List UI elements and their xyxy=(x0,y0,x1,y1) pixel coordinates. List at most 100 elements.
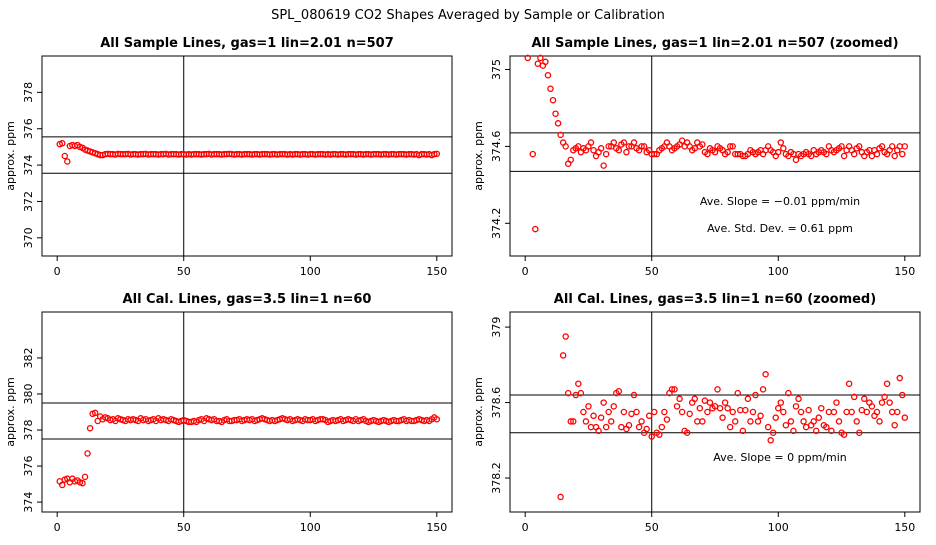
data-point xyxy=(749,408,757,416)
data-point xyxy=(635,423,643,431)
data-point xyxy=(747,418,754,425)
data-point xyxy=(91,409,99,417)
data-point xyxy=(856,429,863,437)
data-point xyxy=(721,399,729,406)
data-point xyxy=(610,139,618,146)
data-point xyxy=(724,148,731,156)
y-axis-label: approx. ppm xyxy=(4,377,17,447)
data-point xyxy=(651,150,658,158)
data-point xyxy=(638,143,645,150)
data-point xyxy=(863,408,871,416)
data-point xyxy=(759,386,767,393)
x-tick-label: 50 xyxy=(177,521,191,534)
data-point xyxy=(575,380,582,387)
data-point xyxy=(853,418,860,425)
data-point xyxy=(542,58,549,66)
data-point xyxy=(640,143,648,150)
y-axis-label: approx. ppm xyxy=(472,377,485,447)
data-point xyxy=(661,408,668,416)
panel-2: All Sample Lines, gas=1 lin=2.01 n=507 (… xyxy=(472,36,921,278)
data-point xyxy=(780,408,787,416)
data-point xyxy=(762,371,769,378)
data-point xyxy=(633,408,640,416)
data-point xyxy=(873,150,881,158)
y-axis-label: approx. ppm xyxy=(472,121,485,191)
x-tick-label: 100 xyxy=(300,265,321,278)
data-point xyxy=(585,403,592,410)
plot-frame xyxy=(41,311,453,513)
panel-1: All Sample Lines, gas=1 lin=2.01 n=507 0 5… xyxy=(4,36,453,278)
data-point xyxy=(433,415,441,423)
data-point xyxy=(557,493,564,501)
data-point xyxy=(529,150,537,158)
y-axis-label: approx. ppm xyxy=(4,121,17,191)
y-tick-label: 378.2 xyxy=(490,462,503,494)
plot-frame xyxy=(509,55,921,257)
data-point xyxy=(600,162,607,169)
y-tick-label: 378.6 xyxy=(490,387,503,419)
data-point xyxy=(840,152,848,160)
data-point xyxy=(891,421,898,429)
x-tick-label: 50 xyxy=(645,265,659,278)
data-point xyxy=(775,148,782,156)
data-point xyxy=(815,414,823,421)
y-tick-label: 372 xyxy=(22,191,35,212)
data-point xyxy=(623,148,630,156)
data-point xyxy=(767,437,774,444)
data-point xyxy=(683,429,691,437)
data-point xyxy=(431,150,438,158)
data-point xyxy=(630,391,638,399)
data-point xyxy=(630,139,638,146)
data-point xyxy=(901,414,909,421)
data-point xyxy=(532,225,539,233)
data-point xyxy=(58,481,66,489)
data-point xyxy=(587,139,595,146)
data-point xyxy=(643,425,650,433)
data-point xyxy=(554,120,562,127)
plot-frame xyxy=(509,311,921,513)
y-tick-label: 380 xyxy=(22,383,35,404)
data-point xyxy=(607,418,615,425)
data-point xyxy=(699,418,706,425)
data-point xyxy=(775,404,782,412)
data-point xyxy=(754,418,762,425)
x-tick-label: 0 xyxy=(54,265,61,278)
data-point xyxy=(888,143,896,150)
panel-title: All Sample Lines, gas=1 lin=2.01 n=507 (… xyxy=(531,36,898,51)
data-point xyxy=(729,143,736,150)
y-tick-label: 378 xyxy=(22,82,35,103)
data-point xyxy=(752,391,759,399)
annotation: Ave. Slope = −0.01 ppm/min xyxy=(700,195,860,208)
data-point xyxy=(597,414,605,421)
data-point xyxy=(673,403,681,410)
data-point xyxy=(615,146,623,154)
data-point xyxy=(711,148,719,156)
data-point xyxy=(785,389,792,397)
data-point xyxy=(615,387,623,395)
data-point xyxy=(777,399,785,406)
data-point xyxy=(656,431,663,438)
panel-4: All Cal. Lines, gas=3.5 lin=1 n=60 (zoom… xyxy=(472,292,921,534)
data-point xyxy=(597,145,605,152)
data-point xyxy=(792,156,800,164)
data-point xyxy=(61,152,69,160)
data-point xyxy=(777,139,785,146)
data-point xyxy=(625,421,633,429)
y-tick-label: 379 xyxy=(490,317,503,338)
data-point xyxy=(782,421,790,429)
data-point xyxy=(726,143,734,150)
x-tick-label: 50 xyxy=(177,265,191,278)
data-point xyxy=(704,408,711,416)
data-point xyxy=(549,96,557,104)
x-tick-label: 50 xyxy=(645,521,659,534)
data-point xyxy=(645,412,653,420)
data-point xyxy=(648,433,655,440)
x-tick-label: 150 xyxy=(894,521,915,534)
data-point xyxy=(734,389,742,397)
data-point xyxy=(899,391,906,399)
data-point xyxy=(714,386,721,393)
x-tick-label: 100 xyxy=(768,265,789,278)
x-tick-label: 0 xyxy=(522,265,529,278)
data-point xyxy=(833,399,840,406)
